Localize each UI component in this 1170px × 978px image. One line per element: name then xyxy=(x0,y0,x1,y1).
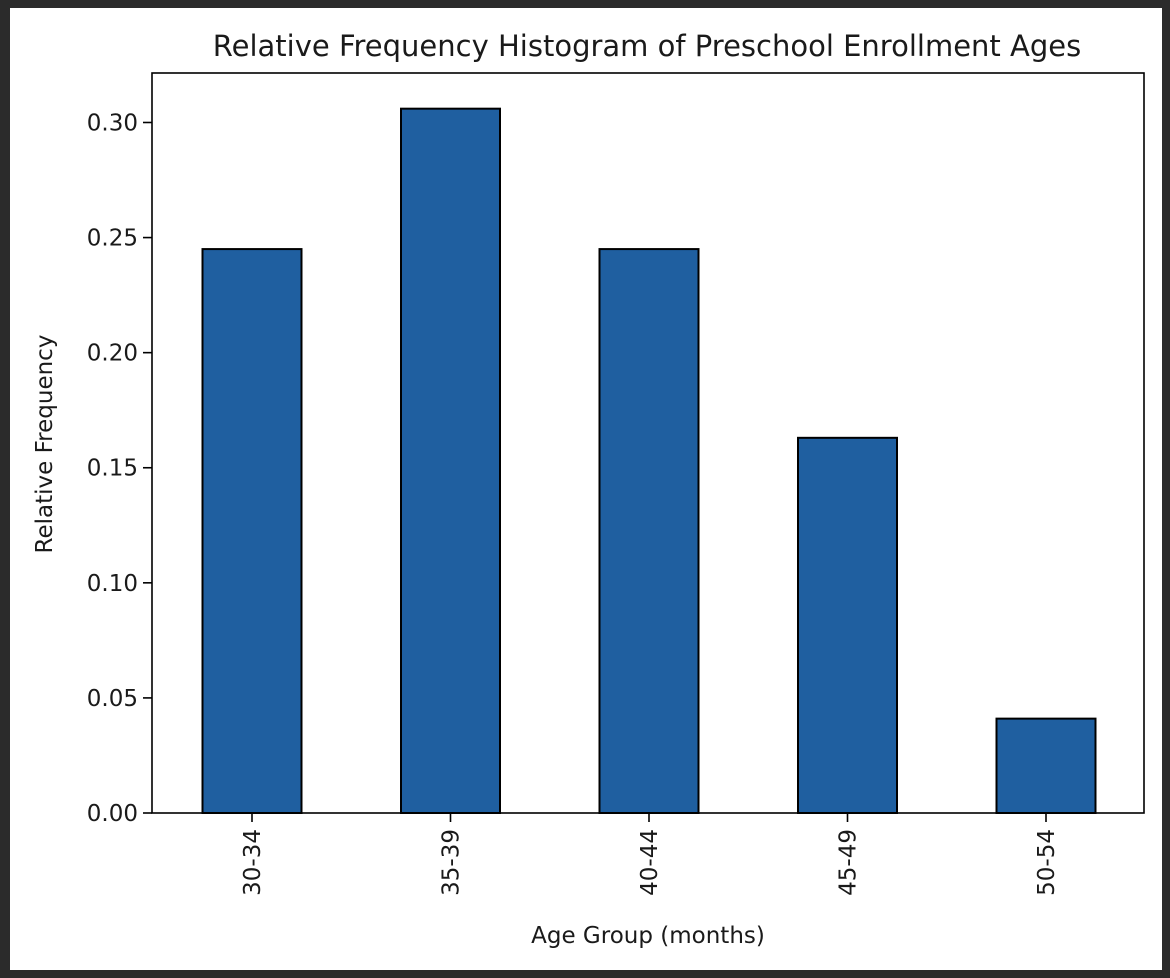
y-tick-label: 0.20 xyxy=(87,341,138,367)
chart-title: Relative Frequency Histogram of Preschoo… xyxy=(213,29,1081,63)
y-tick-label: 0.10 xyxy=(87,571,138,597)
bar-35-39 xyxy=(400,107,501,814)
y-tick-label: 0.30 xyxy=(87,110,138,136)
bar-45-49 xyxy=(797,436,898,814)
y-axis-label: Relative Frequency xyxy=(32,335,58,554)
plot-frame xyxy=(151,72,1145,814)
y-tick-label: 0.25 xyxy=(87,226,138,252)
bar-40-44 xyxy=(598,248,700,814)
y-tick-label: 0.05 xyxy=(87,686,138,712)
x-axis-ticks: 30-34 35-39 40-44 45-49 50-54 xyxy=(240,813,1060,896)
x-tick-label: 45-49 xyxy=(836,829,862,896)
y-axis-ticks: 0.00 0.05 0.10 0.15 0.20 0.25 0.30 xyxy=(87,110,152,827)
bar-50-54 xyxy=(995,717,1097,815)
bar-30-34 xyxy=(201,248,303,814)
x-tick-label: 40-44 xyxy=(637,829,663,896)
y-tick-label: 0.00 xyxy=(87,801,138,827)
y-tick-label: 0.15 xyxy=(87,456,138,482)
x-tick-label: 50-54 xyxy=(1034,829,1060,896)
x-axis-label: Age Group (months) xyxy=(531,923,765,949)
bars-group xyxy=(201,107,1097,815)
x-tick-label: 35-39 xyxy=(439,829,465,896)
x-tick-label: 30-34 xyxy=(240,829,266,896)
